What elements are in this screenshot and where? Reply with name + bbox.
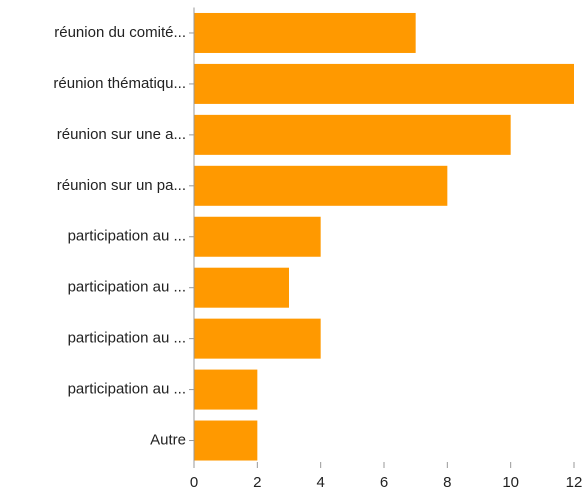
bar — [194, 267, 289, 308]
y-tick-label: participation au ... — [68, 228, 186, 245]
x-tick-label: 0 — [190, 474, 198, 491]
bar — [194, 216, 321, 257]
y-tick-label: réunion sur une a... — [57, 126, 186, 143]
x-tick-label: 2 — [253, 474, 261, 491]
x-tick-label: 10 — [502, 474, 519, 491]
x-tick-label: 12 — [566, 474, 583, 491]
y-tick-label: réunion du comité... — [54, 24, 186, 41]
bar — [194, 165, 448, 206]
x-tick-label: 6 — [380, 474, 388, 491]
bar — [194, 114, 511, 155]
y-tick-label: Autre — [150, 431, 186, 448]
y-tick-label: réunion sur un pa... — [57, 177, 186, 194]
x-tick-label: 4 — [316, 474, 324, 491]
bar — [194, 369, 258, 410]
bar — [194, 318, 321, 359]
y-tick-label: participation au ... — [68, 381, 186, 398]
x-tick-label: 8 — [443, 474, 451, 491]
y-tick-label: réunion thématiqu... — [53, 75, 186, 92]
bar — [194, 63, 574, 104]
bar — [194, 420, 258, 461]
y-tick-label: participation au ... — [68, 279, 186, 296]
y-tick-label: participation au ... — [68, 330, 186, 347]
bar — [194, 12, 416, 53]
